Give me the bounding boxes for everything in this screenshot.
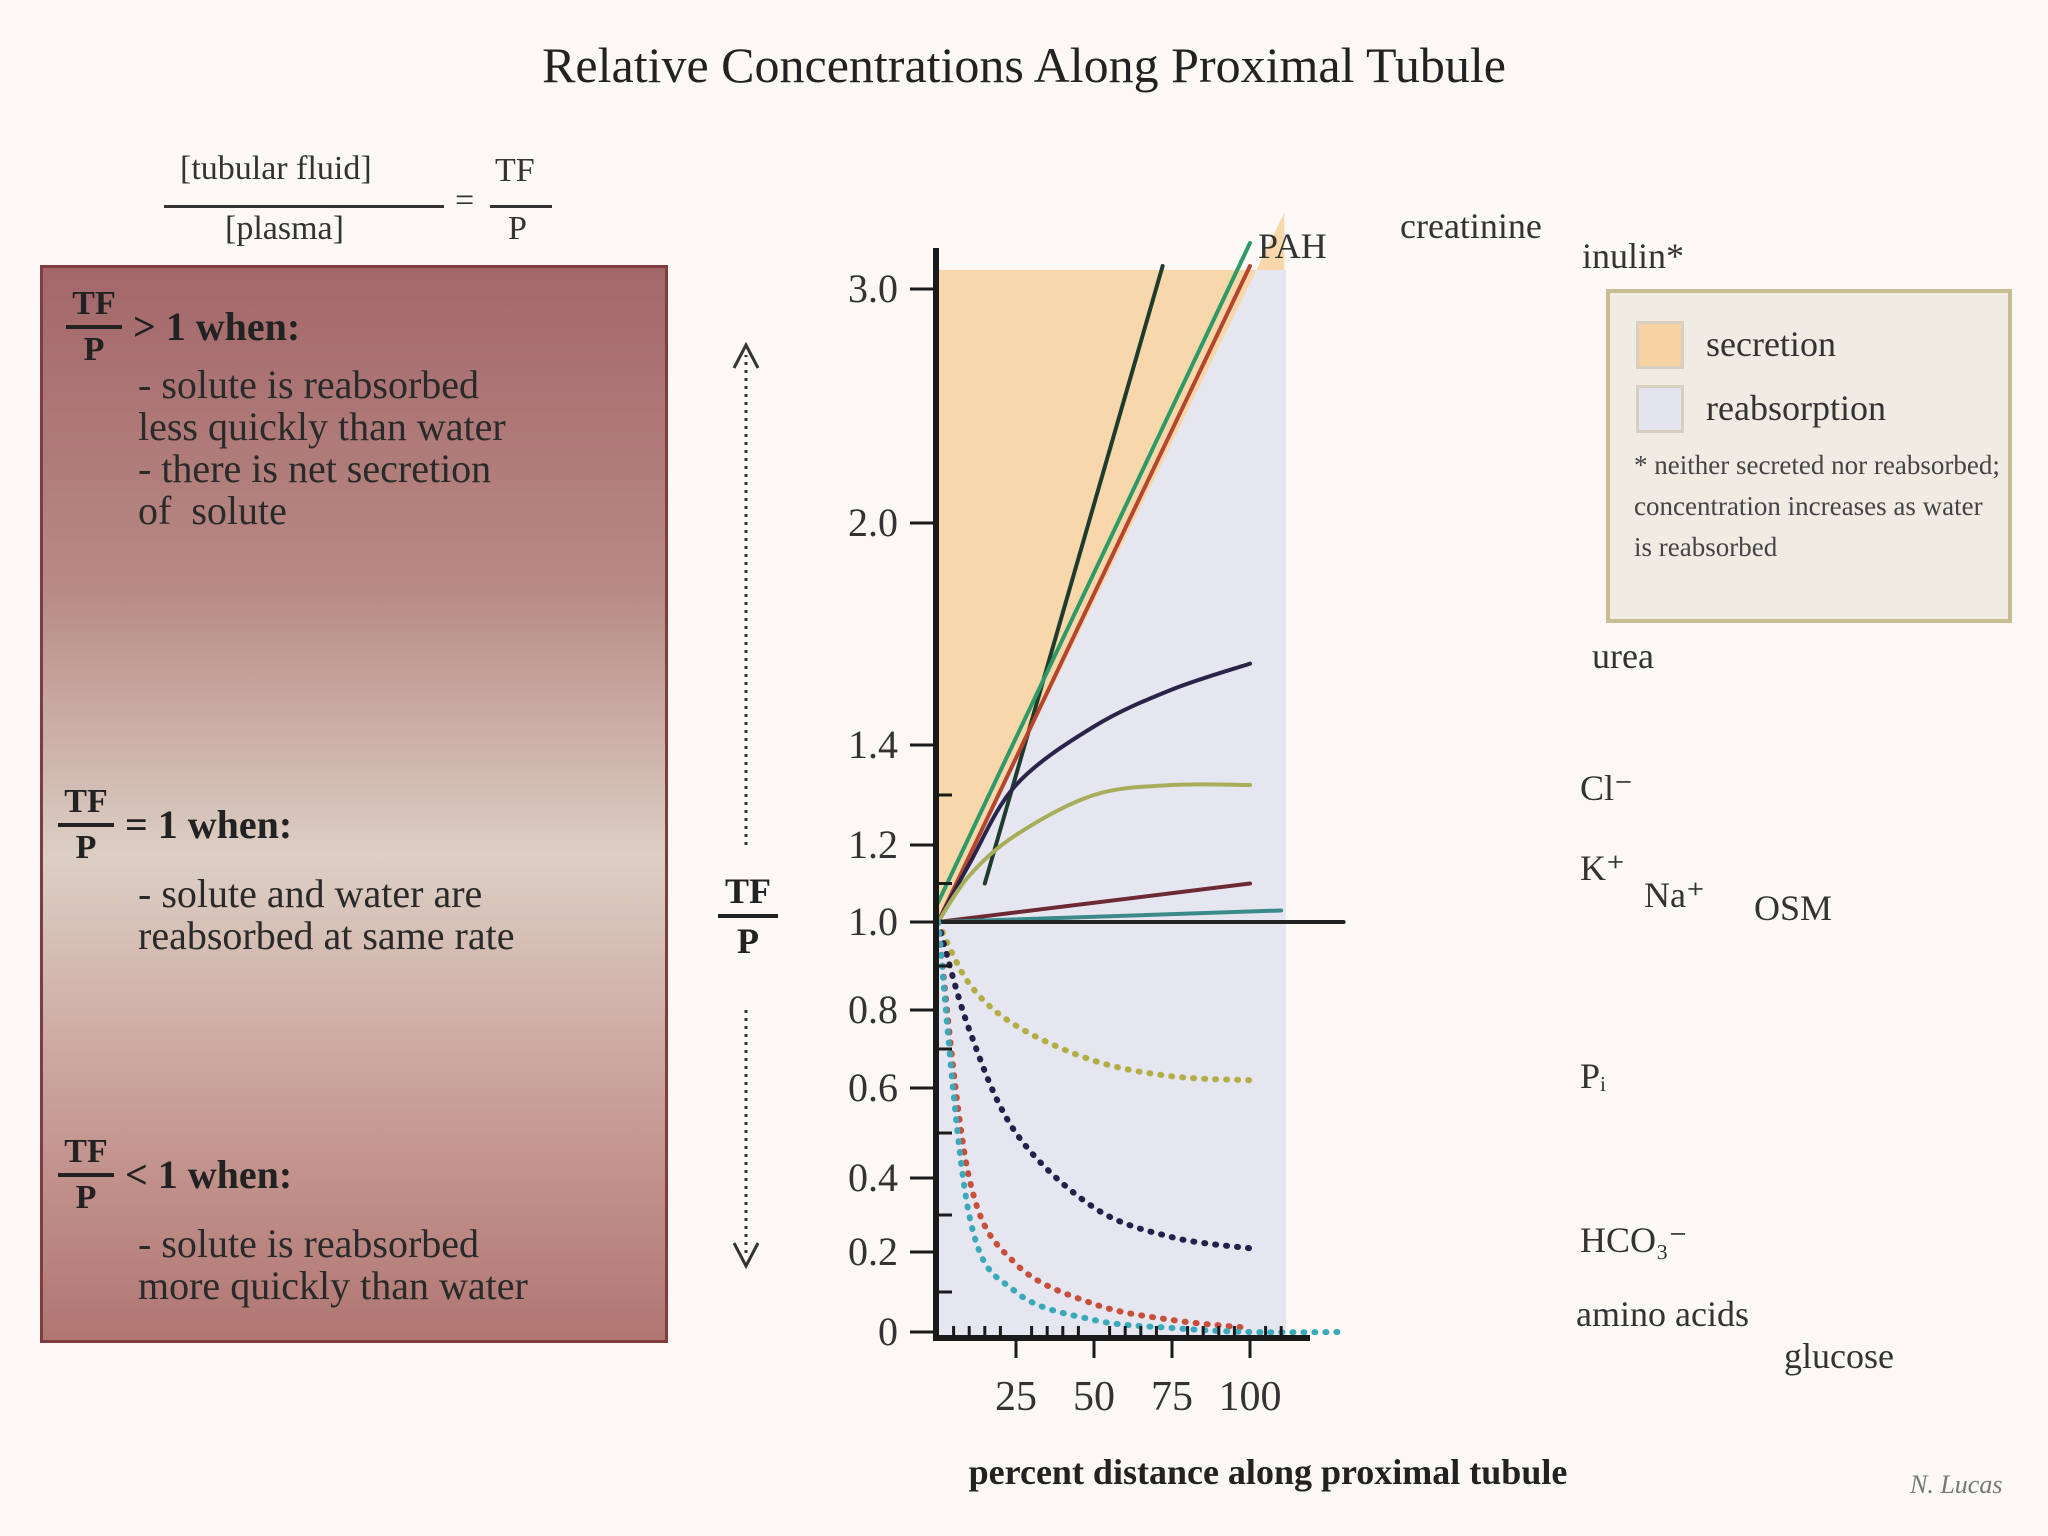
series-line-pi (935, 919, 1253, 1084)
series-line-k- (936, 881, 1252, 924)
series-line-pah (982, 264, 1165, 886)
y-tick-label: 0.4 (848, 1155, 898, 1200)
series-line-creatinine (936, 241, 1252, 905)
y-tick-label: 1.4 (848, 722, 898, 767)
description-greater: - solute is reabsorbed less quickly than… (138, 362, 506, 533)
series-line-inulin- (936, 264, 1252, 924)
condition-less: < 1 when: (125, 1152, 293, 1197)
frac-bottom: P (75, 829, 97, 866)
y-tick-label: 2.0 (848, 500, 898, 545)
frac-top: TF (64, 1133, 108, 1170)
tf-p-fraction: TF P (66, 285, 122, 369)
legend-label-reabsorption: reabsorption (1706, 388, 1886, 428)
y-axis-label-bottom: P (737, 921, 759, 961)
formula-denominator: [plasma] (225, 210, 344, 247)
series-label-pah: PAH (1258, 226, 1327, 266)
series-label-amino-acids: amino acids (1576, 1294, 1749, 1334)
y-tick-label: 0.8 (848, 987, 898, 1032)
y-axis-label-top: TF (724, 871, 771, 911)
y-tick-label: 1.0 (848, 899, 898, 944)
series-label-na-: Na⁺ (1644, 875, 1705, 915)
condition-equal: = 1 when: (125, 802, 293, 847)
x-tick-label: 100 (1219, 1374, 1282, 1420)
series-line-amino-acids (935, 919, 1253, 1331)
formula-rhs-denominator: P (508, 210, 527, 247)
series-line-urea (936, 661, 1252, 924)
frac-top: TF (64, 783, 108, 820)
description-equal: - solute and water are reabsorbed at sam… (138, 871, 515, 958)
series-label-inulin-: inulin* (1582, 236, 1684, 276)
tf-p-formula: [tubular fluid] [plasma] = TF P (150, 150, 570, 260)
legend: secretion reabsorption * neither secrete… (1606, 289, 2012, 623)
series-label-pi: Pᵢ (1580, 1056, 1606, 1096)
tf-p-fraction: TF P (58, 783, 114, 867)
series-label-creatinine: creatinine (1400, 206, 1542, 246)
legend-swatch-secretion (1636, 321, 1684, 369)
series-label-cl-: Cl⁻ (1580, 768, 1633, 808)
y-tick-label: 0 (878, 1309, 898, 1354)
frac-line (58, 1173, 114, 1177)
series-line-hco3- (935, 919, 1253, 1252)
legend-note: * neither secreted nor reabsorbed; conce… (1634, 450, 2000, 562)
condition-greater: > 1 when: (133, 304, 301, 349)
up-arrow-head (732, 341, 760, 369)
y-axis-label: TF P (718, 870, 778, 962)
series-label-hco3-: HCO₃⁻ (1580, 1220, 1688, 1260)
legend-swatch-reabsorption (1636, 385, 1684, 433)
down-arrow-head (732, 1242, 760, 1270)
legend-label-secretion: secretion (1706, 324, 1836, 364)
series-line-cl- (936, 782, 1252, 924)
frac-top: TF (72, 285, 116, 322)
x-tick-label: 75 (1151, 1374, 1193, 1420)
y-tick-label: 3.0 (848, 266, 898, 311)
chart-title: Relative Concentrations Along Proximal T… (542, 37, 1506, 93)
tf-p-fraction: TF P (58, 1133, 114, 1217)
series-label-urea: urea (1592, 636, 1654, 676)
interpretation-panel: TF P > 1 when: - solute is reabsorbed le… (40, 265, 668, 1343)
y-tick-label: 0.2 (848, 1229, 898, 1274)
y-axis-label-line (718, 914, 778, 918)
description-less: - solute is reabsorbed more quickly than… (138, 1221, 528, 1308)
y-tick-label: 0.6 (848, 1065, 898, 1110)
formula-numerator: [tubular fluid] (180, 150, 372, 187)
frac-bottom: P (75, 1179, 97, 1216)
series-line-glucose (935, 919, 1347, 1336)
series-label-glucose: glucose (1784, 1336, 1894, 1376)
series-label-osm: OSM (1754, 888, 1832, 928)
formula-rhs-bar (490, 205, 552, 208)
x-tick-label: 50 (1073, 1374, 1115, 1420)
formula-equals: = (455, 182, 475, 219)
x-tick-label: 25 (995, 1374, 1037, 1420)
frac-line (66, 325, 122, 329)
artist-signature: N. Lucas (1910, 1470, 2003, 1499)
series-label-k-: K⁺ (1580, 848, 1625, 888)
frac-bottom: P (83, 331, 105, 368)
x-axis-label: percent distance along proximal tubule (969, 1452, 1568, 1492)
formula-rhs-numerator: TF (495, 152, 535, 189)
frac-line (58, 823, 114, 827)
formula-bar (164, 205, 444, 208)
y-tick-label: 1.2 (848, 822, 898, 867)
